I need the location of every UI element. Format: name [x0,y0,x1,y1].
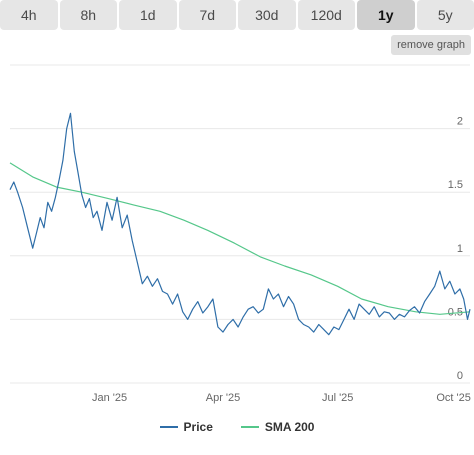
y-tick-label: 1.5 [448,179,463,191]
x-tick-label: Apr '25 [206,392,241,404]
tab-120d[interactable]: 120d [297,0,355,30]
tab-5y[interactable]: 5y [416,0,474,30]
chart-series [9,112,471,336]
tab-30d[interactable]: 30d [238,0,296,30]
tab-4h[interactable]: 4h [0,0,58,30]
y-tick-label: 1 [457,243,463,255]
tab-1y[interactable]: 1y [357,0,415,30]
x-axis-tick-labels: Jan '25 Apr '25 Jul '25 Oct '25 [92,392,471,404]
timeframe-tabs: 4h 8h 1d 7d 30d 120d 1y 5y [0,0,474,30]
y-axis-tick-labels: 0 0.5 1 1.5 2 [448,116,463,382]
x-tick-label: Jul '25 [322,392,353,404]
x-tick-label: Oct '25 [436,392,471,404]
tab-8h[interactable]: 8h [59,0,117,30]
chart-legend: Price SMA 200 [0,420,474,434]
y-tick-label: 2 [457,116,463,128]
sma-200-line [9,162,471,315]
legend-label-price: Price [183,420,213,434]
price-line [9,112,471,336]
chart-grid [10,64,470,384]
tab-7d[interactable]: 7d [178,0,236,30]
legend-item-price[interactable]: Price [159,420,213,434]
legend-swatch-price [159,426,178,428]
remove-graph-button[interactable]: remove graph [391,35,471,55]
tab-1d[interactable]: 1d [119,0,177,30]
x-tick-label: Jan '25 [92,392,127,404]
legend-item-sma-200[interactable]: SMA 200 [240,420,315,434]
legend-label-sma-200: SMA 200 [264,420,315,434]
legend-swatch-sma-200 [240,426,259,428]
y-tick-label: 0 [457,370,463,382]
y-tick-label: 0.5 [448,306,463,318]
